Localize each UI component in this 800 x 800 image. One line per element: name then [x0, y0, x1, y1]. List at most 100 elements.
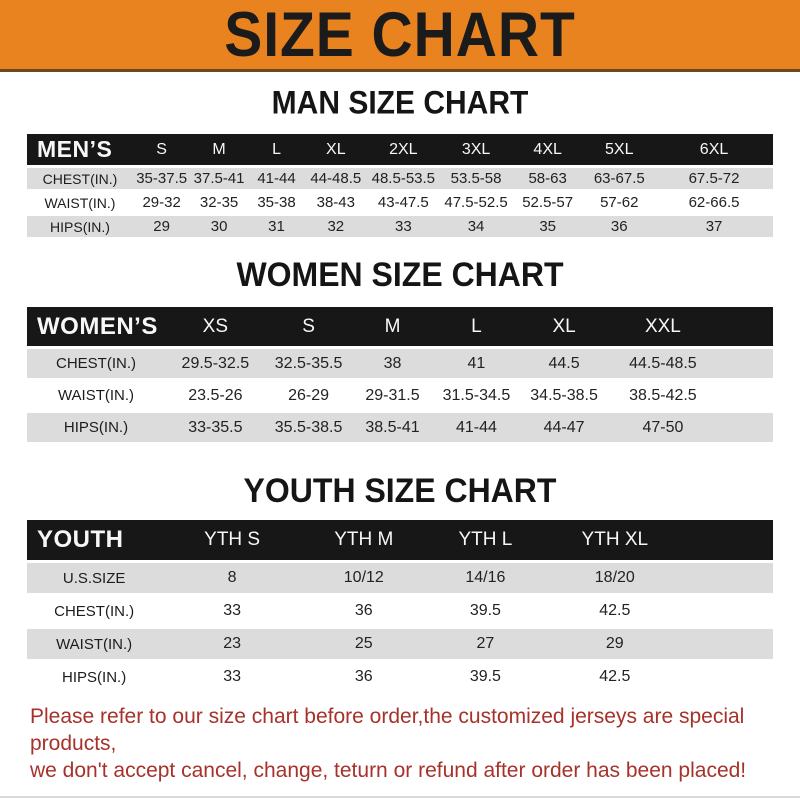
size-value-cell: 41-44: [433, 413, 520, 445]
size-value-cell: 41: [433, 349, 520, 381]
row-label-cell: U.S.SIZE: [27, 563, 162, 596]
size-value-cell: 26-29: [265, 381, 352, 413]
size-value-cell: 27: [424, 629, 547, 662]
column-header-cell: L: [247, 134, 306, 168]
table-row: HIPS(IN.) 33-35.5 35.5-38.5 38.5-41 41-4…: [27, 413, 773, 445]
blank-cell: [683, 563, 773, 596]
size-chart-banner: SIZE CHART: [0, 0, 800, 72]
size-value-cell: 41-44: [247, 168, 306, 192]
column-header-cell: YTH M: [303, 520, 425, 563]
womens-table-wrap: WOMEN’S XS S M L XL XXL CHEST(IN.) 29.5-…: [27, 307, 773, 445]
size-value-cell: 53.5-58: [440, 168, 512, 192]
size-value-cell: 29: [132, 216, 191, 240]
table-header-row: MEN’S S M L XL 2XL 3XL 4XL 5XL 6XL: [27, 134, 773, 168]
size-value-cell: 52.5-57: [511, 192, 584, 216]
blank-cell: [716, 349, 773, 381]
disclaimer-line-1: Please refer to our size chart before or…: [30, 705, 745, 755]
size-value-cell: 32: [305, 216, 367, 240]
bottom-edge-divider: [0, 796, 800, 798]
row-label-cell: CHEST(IN.): [27, 596, 162, 629]
table-corner-label: MEN’S: [27, 134, 133, 168]
table-row: CHEST(IN.) 29.5-32.5 32.5-35.5 38 41 44.…: [27, 349, 773, 381]
size-value-cell: 25: [303, 629, 425, 662]
row-label-cell: WAIST(IN.): [27, 629, 162, 662]
youth-size-chart-title: YOUTH SIZE CHART: [243, 470, 557, 510]
size-value-cell: 36: [303, 596, 425, 629]
size-value-cell: 33: [161, 596, 303, 629]
mens-table-wrap: MEN’S S M L XL 2XL 3XL 4XL 5XL 6XL CHEST…: [27, 134, 773, 240]
column-header-cell: YTH XL: [546, 520, 684, 563]
size-value-cell: 34: [440, 216, 512, 240]
size-value-cell: 47.5-52.5: [440, 192, 512, 216]
size-value-cell: 33-35.5: [165, 413, 266, 445]
mens-size-table: MEN’S S M L XL 2XL 3XL 4XL 5XL 6XL CHEST…: [27, 134, 773, 240]
blank-header-cell: [716, 307, 773, 349]
size-value-cell: 32.5-35.5: [265, 349, 352, 381]
size-value-cell: 32-35: [190, 192, 248, 216]
row-label-cell: HIPS(IN.): [27, 662, 162, 695]
table-header-row: YOUTH YTH S YTH M YTH L YTH XL: [27, 520, 773, 563]
blank-cell: [716, 413, 773, 445]
size-value-cell: 48.5-53.5: [366, 168, 441, 192]
blank-cell: [683, 662, 773, 695]
size-value-cell: 44.5-48.5: [608, 349, 717, 381]
blank-header-cell: [683, 520, 773, 563]
size-value-cell: 33: [366, 216, 441, 240]
size-value-cell: 10/12: [303, 563, 425, 596]
size-value-cell: 67.5-72: [655, 168, 773, 192]
size-value-cell: 62-66.5: [655, 192, 773, 216]
size-value-cell: 37: [655, 216, 773, 240]
column-header-cell: XS: [165, 307, 266, 349]
column-header-cell: M: [351, 307, 434, 349]
column-header-cell: 4XL: [511, 134, 584, 168]
size-value-cell: 58-63: [511, 168, 584, 192]
table-row: HIPS(IN.) 33 36 39.5 42.5: [27, 662, 773, 695]
size-value-cell: 36: [303, 662, 425, 695]
size-value-cell: 39.5: [424, 662, 547, 695]
size-value-cell: 31.5-34.5: [433, 381, 520, 413]
column-header-cell: 2XL: [366, 134, 441, 168]
column-header-cell: 6XL: [655, 134, 773, 168]
size-value-cell: 34.5-38.5: [519, 381, 609, 413]
table-corner-label: YOUTH: [27, 520, 162, 563]
column-header-cell: YTH L: [424, 520, 547, 563]
row-label-cell: CHEST(IN.): [27, 349, 165, 381]
column-header-cell: XL: [519, 307, 609, 349]
size-value-cell: 39.5: [424, 596, 547, 629]
table-row: CHEST(IN.) 35-37.5 37.5-41 41-44 44-48.5…: [27, 168, 773, 192]
size-value-cell: 29-31.5: [351, 381, 434, 413]
size-value-cell: 31: [247, 216, 306, 240]
size-value-cell: 47-50: [608, 413, 717, 445]
size-value-cell: 57-62: [583, 192, 656, 216]
size-value-cell: 14/16: [424, 563, 547, 596]
row-label-cell: WAIST(IN.): [27, 192, 133, 216]
size-value-cell: 38-43: [305, 192, 367, 216]
size-value-cell: 29: [546, 629, 684, 662]
size-value-cell: 36: [583, 216, 656, 240]
size-value-cell: 42.5: [546, 662, 684, 695]
size-value-cell: 35.5-38.5: [265, 413, 352, 445]
blank-cell: [683, 596, 773, 629]
column-header-cell: 5XL: [583, 134, 656, 168]
row-label-cell: CHEST(IN.): [27, 168, 133, 192]
size-value-cell: 33: [161, 662, 303, 695]
blank-cell: [683, 629, 773, 662]
youth-size-table: YOUTH YTH S YTH M YTH L YTH XL U.S.SIZE …: [27, 520, 773, 695]
disclaimer-line-2: we don't accept cancel, change, teturn o…: [30, 759, 747, 782]
column-header-cell: 3XL: [440, 134, 512, 168]
table-row: WAIST(IN.) 29-32 32-35 35-38 38-43 43-47…: [27, 192, 773, 216]
size-value-cell: 43-47.5: [366, 192, 441, 216]
youth-table-wrap: YOUTH YTH S YTH M YTH L YTH XL U.S.SIZE …: [27, 520, 773, 695]
size-value-cell: 18/20: [546, 563, 684, 596]
size-value-cell: 29-32: [132, 192, 191, 216]
man-size-chart-title: MAN SIZE CHART: [271, 85, 529, 122]
column-header-cell: L: [433, 307, 520, 349]
size-value-cell: 44-47: [519, 413, 609, 445]
size-value-cell: 44.5: [519, 349, 609, 381]
row-label-cell: HIPS(IN.): [27, 413, 165, 445]
size-value-cell: 42.5: [546, 596, 684, 629]
size-value-cell: 35: [511, 216, 584, 240]
size-value-cell: 30: [190, 216, 248, 240]
womens-size-table: WOMEN’S XS S M L XL XXL CHEST(IN.) 29.5-…: [27, 307, 773, 445]
